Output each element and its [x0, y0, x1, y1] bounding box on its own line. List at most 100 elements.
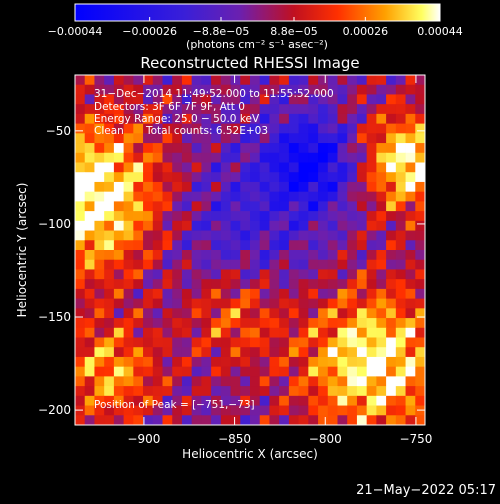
- heatmap-cell: [288, 395, 300, 406]
- heatmap-cell: [220, 162, 231, 173]
- heatmap-cell: [104, 75, 115, 86]
- heatmap-cell: [327, 405, 338, 416]
- heatmap-cell: [356, 191, 368, 202]
- heatmap-cell: [347, 366, 358, 377]
- heatmap-cell: [104, 94, 115, 105]
- heatmap-cell: [347, 395, 358, 406]
- heatmap-cell: [308, 172, 319, 183]
- heatmap-cell: [123, 172, 134, 183]
- heatmap-cell: [75, 366, 86, 377]
- heatmap-cell: [75, 259, 86, 270]
- colorbar-tick-label: 0.00026: [343, 25, 389, 38]
- heatmap-cell: [269, 133, 280, 144]
- heatmap-cell: [84, 366, 95, 377]
- heatmap-cell: [104, 240, 115, 251]
- heatmap-cell: [94, 94, 105, 105]
- heatmap-cell: [172, 94, 183, 105]
- heatmap-cell: [279, 230, 290, 241]
- heatmap-cell: [308, 230, 319, 241]
- heatmap-cell: [133, 123, 144, 134]
- heatmap-cell: [366, 133, 377, 144]
- heatmap-cell: [298, 211, 309, 222]
- heatmap-cell: [356, 386, 368, 397]
- heatmap-cell: [279, 94, 290, 105]
- heatmap-cell: [415, 337, 425, 348]
- heatmap-cell: [201, 327, 212, 338]
- heatmap-cell: [386, 405, 397, 416]
- heatmap-cell: [143, 152, 154, 163]
- heatmap-cell: [327, 152, 338, 163]
- heatmap-cell: [240, 376, 251, 387]
- heatmap-cell: [366, 113, 377, 125]
- heatmap-cell: [201, 376, 212, 387]
- heatmap-cell: [94, 415, 105, 425]
- heatmap-cell: [172, 269, 183, 280]
- heatmap-cell: [113, 308, 125, 319]
- heatmap-cell: [220, 104, 231, 115]
- heatmap-cell: [395, 201, 406, 212]
- heatmap-cell: [405, 356, 416, 368]
- heatmap-cell: [318, 143, 329, 154]
- heatmap-cell: [376, 298, 387, 309]
- heatmap-cell: [230, 240, 241, 251]
- heatmap-cell: [104, 347, 115, 358]
- heatmap-cell: [113, 269, 125, 280]
- heatmap-cell: [181, 201, 193, 212]
- heatmap-cell: [250, 250, 261, 261]
- heatmap-cell: [308, 181, 319, 193]
- heatmap-cell: [162, 269, 173, 280]
- heatmap-cell: [191, 84, 202, 95]
- heatmap-cell: [395, 211, 406, 222]
- heatmap-cell: [113, 395, 125, 406]
- heatmap-cell: [347, 327, 358, 338]
- heatmap-cell: [113, 318, 125, 329]
- heatmap-cell: [288, 376, 300, 387]
- heatmap-cell: [230, 337, 241, 348]
- heatmap-cell: [386, 162, 397, 173]
- heatmap-cell: [75, 308, 86, 319]
- heatmap-cell: [327, 104, 338, 115]
- heatmap-cell: [133, 269, 144, 280]
- heatmap-cell: [75, 75, 86, 86]
- heatmap-cell: [84, 240, 95, 251]
- heatmap-cell: [75, 376, 86, 387]
- heatmap-cell: [356, 337, 368, 348]
- heatmap-cell: [298, 123, 309, 134]
- heatmap-cell: [172, 366, 183, 377]
- heatmap-cell: [356, 366, 368, 377]
- heatmap-cell: [152, 250, 163, 261]
- heatmap-image: [75, 75, 425, 425]
- heatmap-cell: [181, 181, 193, 193]
- heatmap-cell: [84, 415, 95, 425]
- heatmap-cell: [123, 94, 134, 105]
- heatmap-cell: [259, 259, 270, 270]
- heatmap-cell: [298, 298, 309, 309]
- heatmap-cell: [386, 337, 397, 348]
- heatmap-cell: [75, 152, 86, 163]
- heatmap-cell: [220, 211, 231, 222]
- heatmap-cell: [250, 279, 261, 290]
- heatmap-cell: [259, 240, 270, 251]
- heatmap-cell: [94, 318, 105, 329]
- heatmap-cell: [75, 250, 86, 261]
- heatmap-cell: [152, 113, 163, 125]
- heatmap-cell: [356, 308, 368, 319]
- heatmap-cell: [104, 201, 115, 212]
- heatmap-cell: [211, 123, 222, 134]
- heatmap-cell: [172, 347, 183, 358]
- heatmap-cell: [288, 288, 300, 300]
- heatmap-cell: [288, 123, 300, 134]
- heatmap-cell: [143, 347, 154, 358]
- heatmap-cell: [230, 75, 241, 86]
- heatmap-cell: [308, 279, 319, 290]
- heatmap-cell: [308, 327, 319, 338]
- heatmap-cell: [220, 318, 231, 329]
- heatmap-cell: [395, 104, 406, 115]
- heatmap-cell: [288, 104, 300, 115]
- heatmap-cell: [143, 75, 154, 86]
- heatmap-cell: [308, 211, 319, 222]
- heatmap-cell: [337, 201, 348, 212]
- heatmap-cell: [347, 308, 358, 319]
- heatmap-cell: [123, 386, 134, 397]
